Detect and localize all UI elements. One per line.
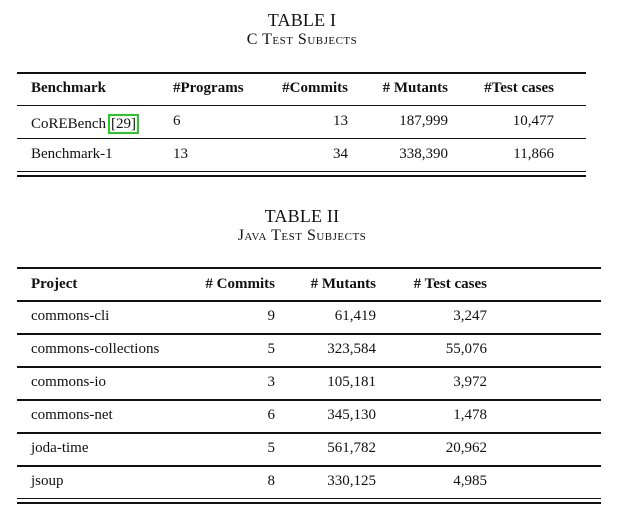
table1-cell-programs: 13 xyxy=(173,146,188,162)
table2-cell-mutants: 105,181 xyxy=(327,374,376,390)
table2-header-rule xyxy=(17,300,601,302)
table2-header-test-cases: # Test cases xyxy=(413,276,487,292)
table2-cell-commits: 5 xyxy=(267,440,276,456)
table2-cell-project: jsoup xyxy=(31,473,64,489)
table2-cell-commits: 5 xyxy=(267,341,276,357)
table2-top-rule xyxy=(17,267,601,269)
table1-number: TABLE I xyxy=(267,10,337,30)
table2-cell-commits: 8 xyxy=(267,473,276,489)
table2-bottom-rule-1 xyxy=(17,498,601,499)
table2-cell-mutants: 323,584 xyxy=(327,341,376,357)
table1-cell-benchmark: Benchmark-1 xyxy=(31,146,113,162)
table1-cell-test-cases: 10,477 xyxy=(512,113,554,129)
table2-cell-commits: 3 xyxy=(267,374,276,390)
table2-cell-test-cases: 4,985 xyxy=(453,473,487,489)
table1-title: C Test Subjects xyxy=(246,31,358,48)
table1-header-programs: #Programs xyxy=(173,80,244,96)
table1-cell-mutants: 187,999 xyxy=(399,113,448,129)
table1-cell-programs: 6 xyxy=(173,113,181,129)
table1-cell-mutants: 338,390 xyxy=(399,146,448,162)
table2-cell-test-cases: 3,972 xyxy=(453,374,487,390)
table1-cell-benchmark: CoREBench [29] xyxy=(31,114,139,134)
table2-bottom-rule-2 xyxy=(17,502,601,504)
table2-cell-commits: 6 xyxy=(267,407,276,423)
table1-header-mutants: # Mutants xyxy=(382,80,448,96)
table2-cell-mutants: 345,130 xyxy=(327,407,376,423)
table1-cell-commits: 34 xyxy=(333,146,348,162)
table2-cell-test-cases: 3,247 xyxy=(453,308,487,324)
citation-link[interactable]: [29] xyxy=(108,114,139,134)
table2-title: Java Test Subjects xyxy=(237,227,367,244)
table2-row-rule xyxy=(17,399,601,401)
table2-cell-project: joda-time xyxy=(31,440,89,456)
table2-cell-project: commons-net xyxy=(31,407,113,423)
table1-bottom-rule-2 xyxy=(17,175,586,177)
table2-number: TABLE II xyxy=(264,206,340,226)
table2-cell-test-cases: 1,478 xyxy=(453,407,487,423)
table2-cell-project: commons-cli xyxy=(31,308,110,324)
table1-header-benchmark: Benchmark xyxy=(31,80,106,96)
table2-cell-commits: 9 xyxy=(267,308,276,324)
table1-cell-test-cases: 11,866 xyxy=(513,146,554,162)
table2-header-commits: # Commits xyxy=(205,276,275,292)
table1-header-test-cases: #Test cases xyxy=(484,80,554,96)
table2-cell-test-cases: 20,962 xyxy=(445,440,487,456)
table1-top-rule xyxy=(17,72,586,74)
table2-row-rule xyxy=(17,333,601,335)
table2-header-mutants: # Mutants xyxy=(310,276,376,292)
table2-row-rule xyxy=(17,465,601,467)
table2-cell-project: commons-io xyxy=(31,374,106,390)
table1-cell-commits: 13 xyxy=(333,113,348,129)
table2-cell-project: commons-collections xyxy=(31,341,160,357)
table2-cell-mutants: 61,419 xyxy=(334,308,376,324)
table2-cell-test-cases: 55,076 xyxy=(445,341,487,357)
table2-cell-mutants: 330,125 xyxy=(327,473,376,489)
benchmark-name: CoREBench xyxy=(31,116,106,132)
table1-header-rule xyxy=(17,105,586,106)
table2-row-rule xyxy=(17,432,601,434)
table1-header-commits: #Commits xyxy=(282,80,348,96)
table2-row-rule xyxy=(17,366,601,368)
table1-bottom-rule-1 xyxy=(17,171,586,172)
table2-cell-mutants: 561,782 xyxy=(327,440,376,456)
table2-header-project: Project xyxy=(31,276,78,292)
table1-row-rule xyxy=(17,138,586,139)
